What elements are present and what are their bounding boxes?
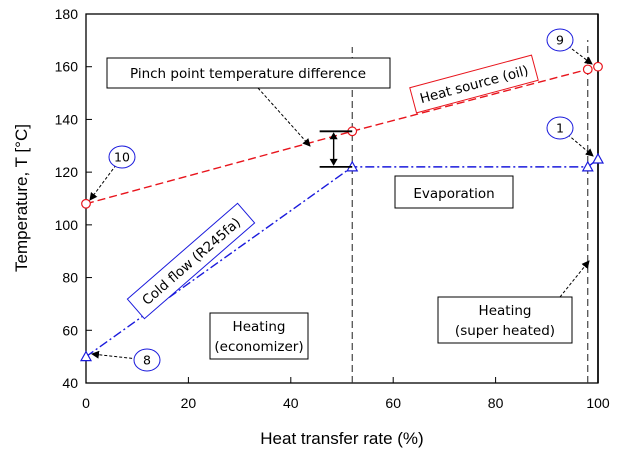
x-tick-label: 0	[82, 395, 90, 411]
cold-flow-box	[126, 202, 256, 320]
y-tick-label: 40	[62, 375, 78, 391]
state-point-circle	[133, 348, 161, 372]
state-point-circle	[108, 145, 136, 169]
x-tick-label: 40	[283, 395, 299, 411]
heat-source-box	[409, 54, 539, 114]
super-heated-label-line2: (super heated)	[455, 323, 555, 339]
series-layer	[79, 61, 605, 362]
axis-ticks: 0 20 40 60 80 100 40 60 80 100 120 140 160 180	[55, 6, 610, 411]
state-point-label: 8	[143, 353, 151, 368]
x-tick-label: 20	[181, 395, 197, 411]
y-tick-label: 120	[55, 164, 79, 180]
super-heated-arrow	[559, 260, 590, 298]
x-tick-label: 60	[385, 395, 401, 411]
cold-flow-label-group: Cold flow (R245fa)	[126, 202, 256, 320]
data-point-heat_source	[582, 64, 593, 75]
data-point-heat_source	[81, 198, 91, 209]
state-point-leader	[91, 350, 148, 361]
annotation-layer: Pinch point temperature difference Heat s…	[89, 28, 594, 372]
state-point-circle	[546, 28, 574, 52]
economizer-label-line1: Heating	[233, 319, 286, 335]
x-tick-label: 100	[586, 395, 610, 411]
evaporation-box	[394, 175, 514, 209]
data-point-cold_flow	[79, 350, 93, 362]
state-point-circle	[546, 116, 574, 140]
super-heated-box	[437, 296, 573, 344]
reference-lines	[351, 14, 599, 383]
heat-source-label-group: Heat source (oil)	[409, 54, 539, 114]
super-heated-label-line1: Heating	[479, 303, 532, 319]
data-point-cold_flow	[591, 152, 605, 164]
pinch-arrow-down	[329, 158, 338, 166]
economizer-box	[209, 312, 309, 360]
state-point-label: 1	[556, 121, 564, 136]
y-tick-label: 160	[55, 59, 79, 75]
series-line-heat_source	[85, 66, 599, 205]
y-tick-label: 100	[55, 217, 79, 233]
state-point-label: 9	[556, 33, 564, 48]
pinch-arrow	[257, 87, 311, 147]
state-point-label: 10	[114, 150, 130, 165]
pinch-label: Pinch point temperature difference	[130, 66, 366, 82]
pinch-arrow-up	[329, 132, 338, 140]
x-axis-title: Heat transfer rate (%)	[260, 429, 423, 448]
pinch-label-box	[106, 57, 391, 89]
y-tick-label: 140	[55, 111, 79, 127]
x-tick-label: 80	[488, 395, 504, 411]
cold-flow-label: Cold flow (R245fa)	[139, 215, 244, 309]
y-tick-label: 80	[62, 270, 78, 286]
y-tick-label: 180	[55, 6, 79, 22]
economizer-label-line2: (economizer)	[214, 339, 303, 355]
data-point-cold_flow	[581, 160, 594, 172]
y-tick-label: 60	[62, 322, 78, 338]
data-point-heat_source	[593, 61, 603, 72]
state-point-leader	[89, 156, 123, 201]
evaporation-label: Evaporation	[413, 186, 494, 202]
y-axis-title: Temperature, T [°C]	[12, 124, 31, 272]
